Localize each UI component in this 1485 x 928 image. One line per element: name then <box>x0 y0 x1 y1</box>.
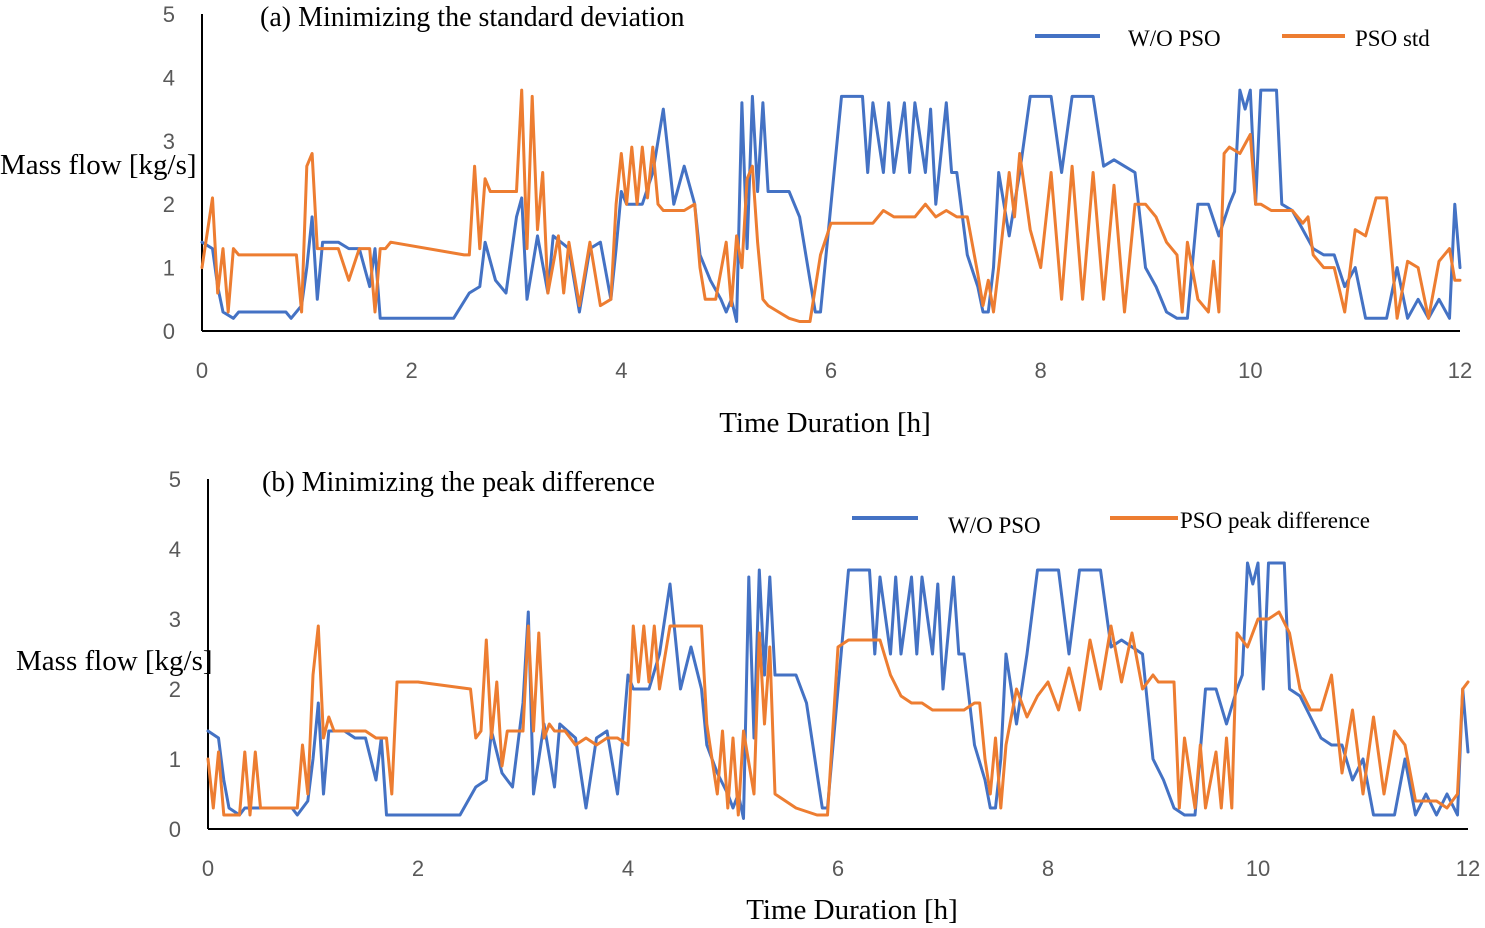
legend-label-w-o-pso: W/O PSO <box>1128 26 1221 51</box>
chart-a-x-axis-label: Time Duration [h] <box>719 407 931 439</box>
y-tick-label: 0 <box>169 817 181 842</box>
y-tick-label: 2 <box>163 192 175 217</box>
x-tick-label: 12 <box>1448 358 1472 383</box>
x-tick-label: 10 <box>1238 358 1262 383</box>
chart-a-title: (a) Minimizing the standard deviation <box>260 2 685 33</box>
y-tick-label: 4 <box>163 65 175 90</box>
y-tick-label: 5 <box>163 2 175 27</box>
x-tick-label: 6 <box>825 358 837 383</box>
chart-b-plot-area <box>206 561 1470 820</box>
y-tick-label: 3 <box>163 129 175 154</box>
chart-a-y-axis-label: Mass flow [kg/s] <box>0 149 197 181</box>
series-line-w-o-pso <box>200 88 1462 323</box>
legend-label-pso-peak-difference: PSO peak difference <box>1180 508 1370 533</box>
legend-label-pso-std: PSO std <box>1355 26 1430 51</box>
chart-b: (b) Minimizing the peak difference Mass … <box>16 467 1480 926</box>
series-line-pso-peak-difference <box>206 610 1470 817</box>
x-tick-label: 2 <box>412 856 424 881</box>
x-tick-label: 4 <box>615 358 627 383</box>
x-tick-label: 8 <box>1042 856 1054 881</box>
x-tick-label: 4 <box>622 856 634 881</box>
y-tick-label: 5 <box>169 467 181 492</box>
x-tick-label: 0 <box>196 358 208 383</box>
chart-b-y-axis-label: Mass flow [kg/s] <box>16 645 213 677</box>
y-tick-label: 4 <box>169 537 181 562</box>
series-line-w-o-pso <box>206 561 1470 820</box>
x-tick-label: 10 <box>1246 856 1270 881</box>
y-tick-label: 2 <box>169 677 181 702</box>
chart-a-legend: W/O PSO PSO std <box>1035 26 1430 51</box>
x-tick-label: 12 <box>1456 856 1480 881</box>
legend-label-w-o-pso: W/O PSO <box>948 513 1041 538</box>
y-tick-label: 0 <box>163 319 175 344</box>
chart-a-axes <box>201 14 1460 332</box>
y-tick-label: 1 <box>163 256 175 281</box>
chart-b-title: (b) Minimizing the peak difference <box>262 467 655 498</box>
x-tick-label: 0 <box>202 856 214 881</box>
x-tick-label: 2 <box>406 358 418 383</box>
x-tick-label: 8 <box>1035 358 1047 383</box>
y-tick-label: 1 <box>169 747 181 772</box>
y-tick-label: 3 <box>169 607 181 632</box>
chart-b-legend: W/O PSO PSO peak difference <box>852 508 1370 538</box>
chart-a-plot-area <box>200 88 1462 323</box>
x-tick-label: 6 <box>832 856 844 881</box>
series-line-pso-std <box>200 88 1462 323</box>
chart-b-x-axis-label: Time Duration [h] <box>746 894 958 926</box>
chart-a: (a) Minimizing the standard deviation Ma… <box>0 2 1472 439</box>
